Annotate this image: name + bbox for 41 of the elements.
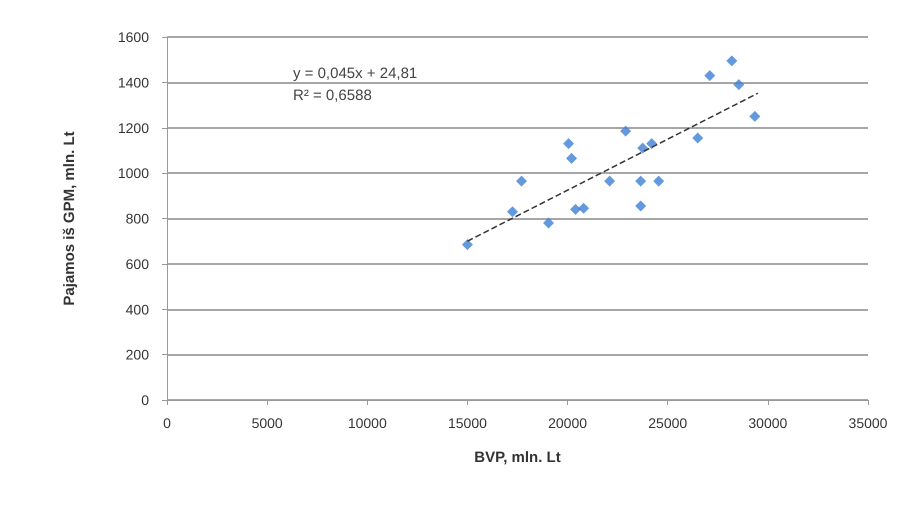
point [516,176,528,187]
y-tick-label: 1600 [118,29,150,45]
point [566,152,578,164]
annotation: R² = 0,6588 [293,87,372,104]
x-tick-label: 30000 [748,415,788,431]
point [570,204,582,215]
y-tick-label: 200 [126,346,150,363]
point [578,202,590,214]
point [637,142,648,154]
point [692,132,704,144]
point [635,200,646,212]
point [726,55,738,66]
y-tick-label: 800 [126,210,150,226]
y-tick-label: 400 [126,301,150,318]
point [653,176,664,187]
point [704,70,716,82]
x-axis-title: BVP, mln. Lt [474,449,561,466]
point [506,206,518,218]
point [749,110,760,122]
annotation: y = 0,045x + 24,81 [293,65,418,82]
point [635,176,646,187]
point [604,176,616,187]
point [563,138,574,150]
x-tick-label: 5000 [252,415,283,431]
x-tick-label: 10000 [348,415,387,431]
x-tick-label: 35000 [848,415,888,431]
x-tick-label: 15000 [448,415,488,431]
x-tick-label: 20000 [548,415,588,431]
x-tick-label: 25000 [648,415,688,431]
y-tick-label: 600 [126,256,150,272]
point [733,79,744,90]
y-tick-label: 1000 [118,165,150,182]
y-tick-label: 1200 [118,120,150,136]
y-tick-label: 0 [141,392,150,408]
y-axis-title: Pajamos iš GPM, mln. Lt [61,131,78,306]
point [620,126,632,137]
point [543,218,554,229]
point [646,138,658,150]
y-tick-label: 1400 [118,74,150,90]
x-tick-label: 0 [163,415,172,431]
point [462,239,473,250]
